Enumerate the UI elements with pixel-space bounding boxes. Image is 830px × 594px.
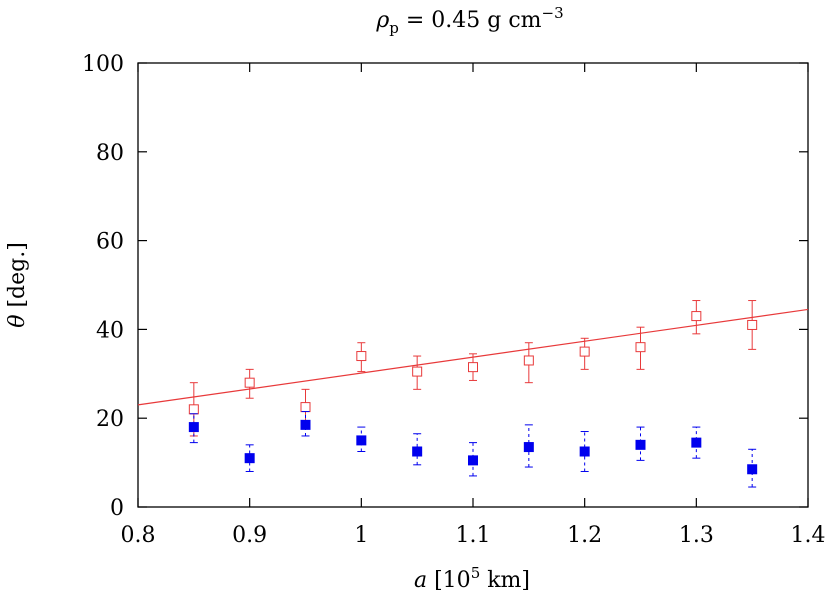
series-1 — [188, 300, 758, 437]
data-point — [356, 351, 367, 362]
data-point — [468, 362, 478, 373]
y-tick-label: 20 — [96, 407, 124, 432]
data-series — [188, 300, 758, 488]
data-point — [412, 446, 423, 457]
x-axis-title: a [105 km] — [414, 564, 530, 593]
x-tick-label: 0.8 — [121, 523, 156, 548]
data-point — [356, 435, 367, 446]
series-2 — [188, 411, 758, 488]
x-axis: 0.8 0.9 1 1.1 1.2 1.3 1.4 — [121, 63, 826, 548]
y-tick-label: 0 — [110, 496, 124, 521]
data-point — [691, 311, 702, 322]
y-axis: 0 20 40 60 80 100 — [82, 52, 808, 521]
y-axis-symbol: θ — [5, 315, 30, 328]
data-point — [747, 319, 758, 330]
y-tick-label: 100 — [82, 52, 124, 77]
x-tick-label: 1 — [354, 523, 368, 548]
x-axis-superscript: 5 — [471, 564, 481, 582]
data-point — [188, 422, 199, 433]
plot-frame — [137, 62, 809, 508]
x-axis-text-after: km] — [480, 568, 530, 593]
title-superscript: −3 — [542, 4, 564, 22]
data-point — [468, 455, 478, 466]
y-axis-title: θ [deg.] — [5, 242, 30, 328]
data-point — [300, 402, 311, 413]
x-tick-label: 1.2 — [567, 523, 602, 548]
data-point — [635, 439, 646, 450]
title-subscript: p — [389, 19, 399, 37]
data-point — [523, 355, 534, 366]
x-tick-label: 1.1 — [456, 523, 491, 548]
data-point — [579, 346, 590, 357]
data-point — [244, 377, 255, 388]
x-tick-label: 1.3 — [679, 523, 714, 548]
title-value: = 0.45 g cm — [399, 8, 542, 33]
y-tick-label: 60 — [96, 230, 124, 255]
data-point — [188, 404, 199, 415]
data-point — [244, 453, 255, 464]
x-tick-label: 0.9 — [232, 523, 267, 548]
data-point — [523, 442, 534, 453]
x-axis-symbol: a — [414, 568, 427, 593]
plot-border — [137, 62, 809, 508]
data-point — [635, 342, 646, 353]
x-tick-label: 1.4 — [791, 523, 826, 548]
title-symbol: ρ — [375, 8, 389, 33]
data-point — [747, 464, 758, 475]
data-point — [579, 446, 590, 457]
y-tick-label: 40 — [96, 318, 124, 343]
x-axis-text-before: [10 — [427, 568, 471, 593]
y-tick-label: 80 — [96, 141, 124, 166]
y-axis-text: [deg.] — [5, 242, 30, 314]
chart-title: ρp = 0.45 g cm−3 — [375, 4, 563, 37]
data-point — [412, 366, 423, 377]
data-point — [300, 419, 311, 430]
data-point — [691, 437, 702, 448]
